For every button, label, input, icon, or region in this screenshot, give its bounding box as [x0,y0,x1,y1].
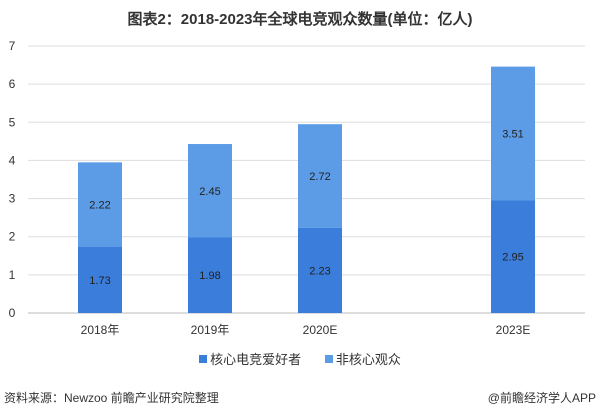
legend-swatch [324,354,333,363]
y-tick-label: 0 [9,306,16,320]
x-tick-label: 2018年 [81,323,120,337]
legend-label: 核心电竞爱好者 [210,352,302,367]
bar-segment [188,237,232,313]
y-tick-label: 7 [9,39,16,53]
legend-item-noncore: 非核心观众 [324,349,401,368]
x-tick-label: 2019年 [191,323,230,337]
data-label: 1.98 [199,270,220,282]
bar-segment [78,162,122,248]
y-tick-label: 2 [9,230,16,244]
data-label: 2.72 [309,171,330,183]
legend: 核心电竞爱好者 非核心观众 [0,349,600,368]
legend-swatch [199,354,208,363]
data-label: 3.51 [502,129,523,141]
source-note: 资料来源：Newzoo 前瞻产业研究院整理 [4,391,219,405]
bar-segment [188,144,232,238]
credit-note: @前瞻经济学人APP [487,391,596,405]
bar-segment [491,200,535,313]
x-tick-label: 2020E [303,323,338,337]
data-label: 2.45 [199,186,220,198]
bar-segment [491,66,535,201]
bar-segment [298,227,342,313]
y-tick-label: 4 [9,153,16,167]
y-tick-label: 6 [9,77,16,91]
y-tick-label: 3 [9,192,16,206]
bar-segment [78,247,122,313]
y-tick-label: 5 [9,115,16,129]
legend-label: 非核心观众 [335,352,401,367]
data-label: 2.23 [309,265,330,277]
data-label: 2.95 [502,252,523,264]
x-tick-label: 2023E [496,323,531,337]
chart-title: 图表2：2018-2023年全球电竞观众数量(单位：亿人) [127,11,473,28]
data-label: 1.73 [89,275,110,287]
legend-item-core: 核心电竞爱好者 [199,349,301,368]
bar-segment [298,124,342,228]
data-label: 2.22 [89,200,110,212]
y-tick-label: 1 [9,268,16,282]
